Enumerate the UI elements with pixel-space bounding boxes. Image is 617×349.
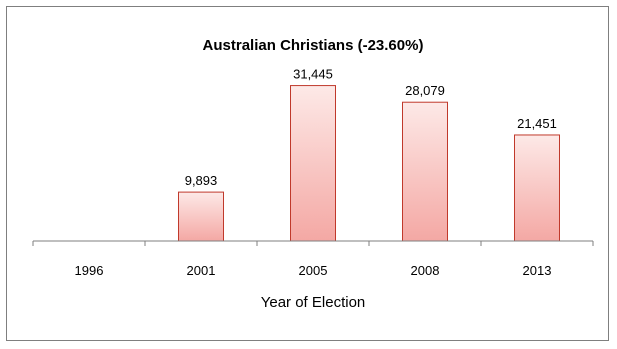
x-axis: 1996 2001 2005 2008 2013	[32, 240, 594, 278]
data-label-2001: 9,893	[185, 173, 218, 188]
data-label-2008: 28,079	[405, 83, 445, 98]
bar-2001	[178, 191, 224, 242]
x-tick-label-1996: 1996	[75, 263, 104, 278]
chart-title: Australian Christians (-23.60%)	[203, 37, 424, 54]
bars-group: 9,893 31,445 28,079 21,451	[178, 67, 560, 242]
x-tick-label-2008: 2008	[411, 263, 440, 278]
bar-2005	[290, 85, 336, 242]
data-label-2013: 21,451	[517, 116, 557, 131]
bar-2013	[514, 134, 560, 242]
x-tick-label-2013: 2013	[523, 263, 552, 278]
x-tick-label-2001: 2001	[187, 263, 216, 278]
x-axis-title: Year of Election	[261, 294, 366, 311]
data-label-2005: 31,445	[293, 67, 333, 82]
bar-2008	[402, 101, 448, 242]
x-tick-label-2005: 2005	[299, 263, 328, 278]
